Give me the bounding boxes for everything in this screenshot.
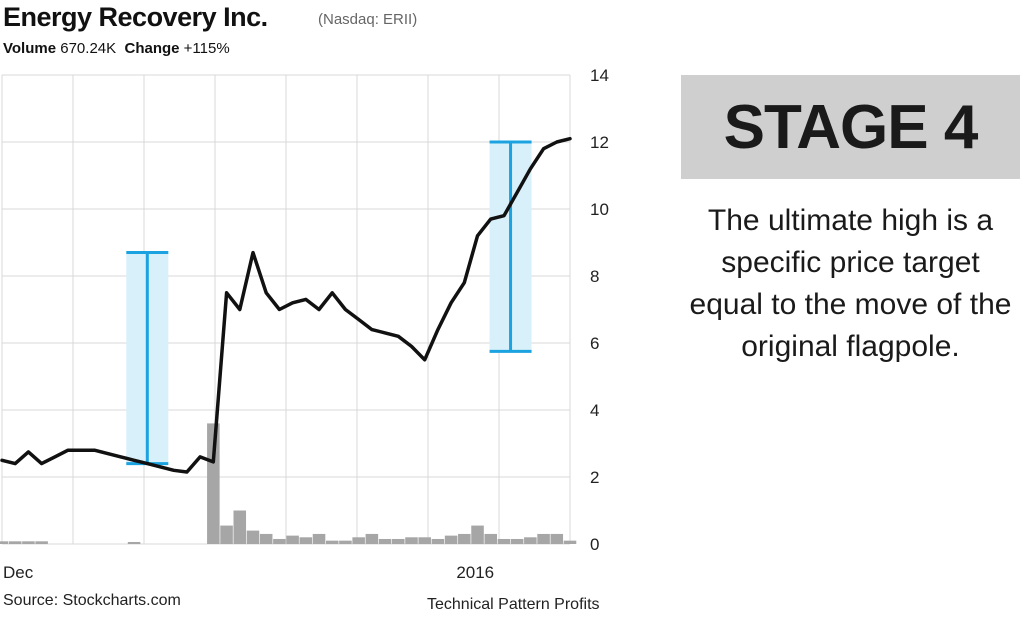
volume-bar bbox=[220, 525, 233, 544]
volume-bar bbox=[259, 533, 273, 544]
y-tick-label: 4 bbox=[590, 401, 599, 420]
volume-bar bbox=[563, 540, 577, 544]
stage-label: STAGE 4 bbox=[723, 92, 979, 162]
volume-bar bbox=[484, 533, 498, 544]
volume-bar bbox=[444, 535, 458, 544]
ticker-label: (Nasdaq: ERII) bbox=[318, 11, 418, 28]
volume-bar bbox=[431, 538, 445, 544]
stats-line: Volume 670.24K Change +115% bbox=[3, 40, 230, 57]
volume-bar bbox=[537, 533, 550, 544]
volume-bar bbox=[339, 540, 352, 544]
volume-bar bbox=[550, 533, 564, 544]
y-tick-label: 6 bbox=[590, 334, 599, 353]
volume-bar bbox=[471, 525, 484, 544]
stage-box: STAGE 4 bbox=[681, 75, 1020, 179]
volume-bar bbox=[233, 510, 247, 544]
volume-bar bbox=[0, 541, 9, 544]
source-note: Source: Stockcharts.com bbox=[3, 592, 181, 609]
volume-bar bbox=[299, 537, 313, 544]
grid bbox=[1, 74, 571, 545]
chart-title: Energy Recovery Inc. bbox=[3, 2, 268, 32]
volume-bar bbox=[246, 530, 260, 544]
credit-note: Technical Pattern Profits bbox=[427, 596, 600, 613]
volume-bar bbox=[524, 537, 537, 544]
x-tick-label: Dec bbox=[3, 563, 34, 582]
volume-bar bbox=[22, 541, 35, 544]
volume-bar bbox=[497, 538, 511, 544]
volume-value: 670.24K bbox=[60, 40, 117, 57]
y-tick-label: 0 bbox=[590, 535, 599, 554]
volume-bar bbox=[510, 538, 524, 544]
y-tick-label: 2 bbox=[590, 468, 599, 487]
volume-bar bbox=[8, 541, 22, 544]
volume-label: Volume bbox=[3, 40, 57, 57]
volume-bars bbox=[0, 423, 577, 544]
volume-bar bbox=[207, 423, 220, 544]
volume-bar bbox=[352, 537, 365, 544]
axes: 0 2 4 6 8 10 12 14 Dec 2016 bbox=[3, 66, 609, 582]
volume-bar bbox=[458, 533, 471, 544]
y-tick-label: 8 bbox=[590, 267, 599, 286]
volume-bar bbox=[392, 538, 405, 544]
x-tick-label: 2016 bbox=[456, 563, 494, 582]
price-series bbox=[0, 136, 572, 474]
volume-bar bbox=[325, 540, 339, 544]
volume-bar bbox=[127, 541, 141, 544]
change-value: +115% bbox=[183, 40, 230, 57]
volume-bar bbox=[286, 535, 299, 544]
volume-bar bbox=[365, 533, 379, 544]
stage-description: The ultimate high is a specific price ta… bbox=[689, 204, 1012, 363]
volume-bar bbox=[405, 537, 418, 544]
volume-bar bbox=[418, 537, 431, 544]
price-line bbox=[0, 136, 572, 474]
volume-bar bbox=[312, 533, 326, 544]
change-label: Change bbox=[124, 40, 180, 57]
volume-bar bbox=[273, 538, 286, 544]
flagpole-highlights bbox=[126, 140, 532, 466]
y-tick-label: 12 bbox=[590, 133, 609, 152]
volume-bar bbox=[378, 538, 392, 544]
y-tick-label: 10 bbox=[590, 200, 609, 219]
volume-bar bbox=[35, 541, 48, 544]
y-tick-label: 14 bbox=[590, 66, 609, 85]
